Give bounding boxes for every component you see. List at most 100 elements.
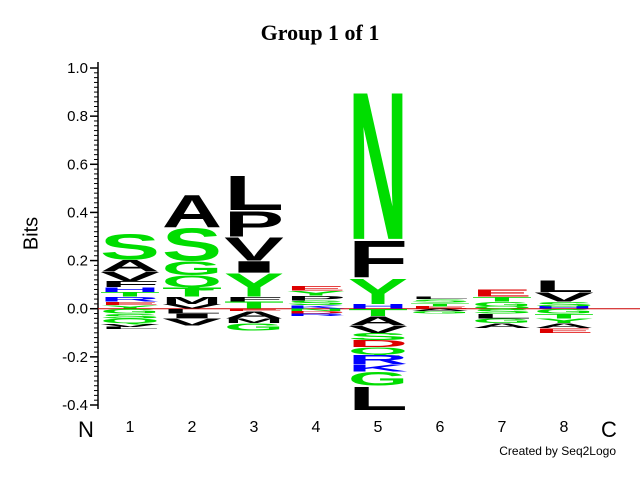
logo-letter-glyph: N bbox=[286, 308, 346, 312]
logo-letter-glyph: H bbox=[534, 306, 594, 310]
logo-letter-glyph: E bbox=[100, 301, 160, 307]
logo-letter-glyph: I bbox=[224, 258, 284, 276]
logo-letter-glyph: G bbox=[224, 321, 284, 332]
logo-letter-glyph: E bbox=[224, 308, 284, 312]
logo-letter-glyph: V bbox=[162, 303, 222, 310]
logo-letter-S: S bbox=[410, 298, 470, 304]
logo-letter-H: H bbox=[348, 303, 408, 310]
logo-letter-K: K bbox=[348, 362, 408, 373]
logo-letter-glyph: G bbox=[162, 257, 222, 279]
x-tick-label: 5 bbox=[374, 419, 383, 436]
logo-letter-Y: Y bbox=[100, 304, 160, 310]
logo-letter-glyph: S bbox=[410, 298, 470, 304]
logo-letter-glyph: S bbox=[534, 300, 594, 307]
logo-letter-glyph: Y bbox=[100, 304, 160, 310]
logo-letter-glyph: S bbox=[100, 312, 160, 319]
logo-letter-G: G bbox=[472, 317, 532, 324]
logo-letter-L: L bbox=[224, 166, 284, 221]
logo-letter-glyph: S bbox=[348, 331, 408, 342]
logo-letter-glyph: T bbox=[472, 296, 532, 303]
y-tick-label: 0.6 bbox=[67, 156, 88, 173]
logo-letter-glyph: A bbox=[472, 322, 532, 329]
y-tick-label: 0.8 bbox=[67, 108, 88, 125]
logo-letter-M: M bbox=[162, 295, 222, 306]
logo-letter-Q: Q bbox=[100, 317, 160, 324]
logo-letter-glyph: E bbox=[286, 285, 346, 292]
x-tick-label: 8 bbox=[560, 419, 569, 436]
logo-letter-glyph: T bbox=[348, 307, 408, 318]
logo-letter-V: V bbox=[162, 317, 222, 328]
logo-letter-L: L bbox=[410, 296, 470, 300]
logo-letter-glyph: I bbox=[162, 312, 222, 319]
logo-letter-glyph: S bbox=[100, 227, 160, 268]
logo-letter-glyph: V bbox=[162, 317, 222, 328]
logo-letter-S: S bbox=[534, 300, 594, 307]
logo-letter-I: I bbox=[224, 258, 284, 276]
logo-letter-glyph: A bbox=[410, 308, 470, 312]
logo-letter-R: R bbox=[100, 296, 160, 303]
logo-letter-glyph: T bbox=[534, 312, 594, 319]
logo-letter-glyph: L bbox=[534, 277, 594, 296]
y-tick-label: 1.0 bbox=[67, 60, 88, 77]
logo-letter-N: N bbox=[286, 308, 346, 312]
logo-letter-T: T bbox=[100, 291, 160, 298]
logo-letter-D: D bbox=[286, 311, 346, 315]
logo-letter-Q: Q bbox=[162, 272, 222, 290]
logo-letter-G: G bbox=[410, 311, 470, 315]
logo-letter-glyph: G bbox=[472, 317, 532, 324]
logo-letter-E: E bbox=[534, 327, 594, 334]
logo-letter-glyph: L bbox=[224, 166, 284, 221]
logo-letter-glyph: L bbox=[162, 308, 222, 315]
logo-letter-Y: Y bbox=[348, 271, 408, 312]
x-tick-label: 6 bbox=[436, 419, 445, 436]
logo-letter-L: L bbox=[100, 326, 160, 330]
logo-letter-glyph: S bbox=[286, 299, 346, 306]
logo-letter-V: V bbox=[348, 324, 408, 335]
chart-title: Group 1 of 1 bbox=[260, 20, 380, 45]
logo-letter-V: V bbox=[100, 269, 160, 284]
logo-letter-R: R bbox=[348, 352, 408, 367]
logo-letter-G: G bbox=[472, 300, 532, 307]
logo-letter-glyph: K bbox=[286, 304, 346, 309]
logo-letter-glyph: F bbox=[348, 230, 408, 289]
logo-letter-glyph: L bbox=[348, 380, 408, 417]
logo-letter-G: G bbox=[100, 307, 160, 314]
logo-letter-glyph: T bbox=[100, 291, 160, 298]
logo-letter-glyph: E bbox=[472, 288, 532, 299]
logo-letter-glyph: L bbox=[100, 326, 160, 330]
logo-letter-A: A bbox=[410, 308, 470, 312]
logo-letter-V: V bbox=[224, 231, 284, 268]
logo-letter-glyph: V bbox=[534, 290, 594, 305]
logo-letter-Y: Y bbox=[224, 267, 284, 304]
logo-letter-Q: Q bbox=[348, 345, 408, 356]
logo-letter-A: A bbox=[100, 257, 160, 275]
logo-letter-F: F bbox=[100, 280, 160, 289]
logo-letter-glyph: L bbox=[410, 296, 470, 300]
logo-letter-R: R bbox=[286, 313, 346, 317]
y-tick-label: 0.2 bbox=[67, 253, 88, 270]
logo-letter-glyph: V bbox=[224, 231, 284, 268]
logo-letter-glyph: R bbox=[100, 296, 160, 303]
n-terminus-label: N bbox=[78, 417, 94, 442]
logo-letter-glyph: E bbox=[410, 306, 470, 310]
logo-letter-F: F bbox=[224, 296, 284, 303]
logo-letter-A: A bbox=[162, 186, 222, 238]
logo-letter-S: S bbox=[100, 227, 160, 268]
logo-letter-G: G bbox=[224, 321, 284, 332]
logo-letter-glyph: H bbox=[100, 286, 160, 293]
logo-letter-I: I bbox=[162, 312, 222, 319]
logo-letter-A: A bbox=[348, 314, 408, 329]
x-tick-label: 4 bbox=[312, 419, 321, 436]
logo-letter-glyph: F bbox=[224, 296, 284, 303]
logo-letter-S: S bbox=[100, 312, 160, 319]
logo-letter-K: K bbox=[286, 304, 346, 309]
logo-letter-E: E bbox=[224, 308, 284, 312]
logo-letter-glyph: T bbox=[410, 302, 470, 308]
logo-letter-S: S bbox=[286, 299, 346, 306]
logo-letter-L: L bbox=[534, 277, 594, 296]
logo-letter-F: F bbox=[348, 230, 408, 289]
logo-letter-glyph: T bbox=[162, 285, 222, 300]
logo-letter-T: T bbox=[472, 296, 532, 303]
